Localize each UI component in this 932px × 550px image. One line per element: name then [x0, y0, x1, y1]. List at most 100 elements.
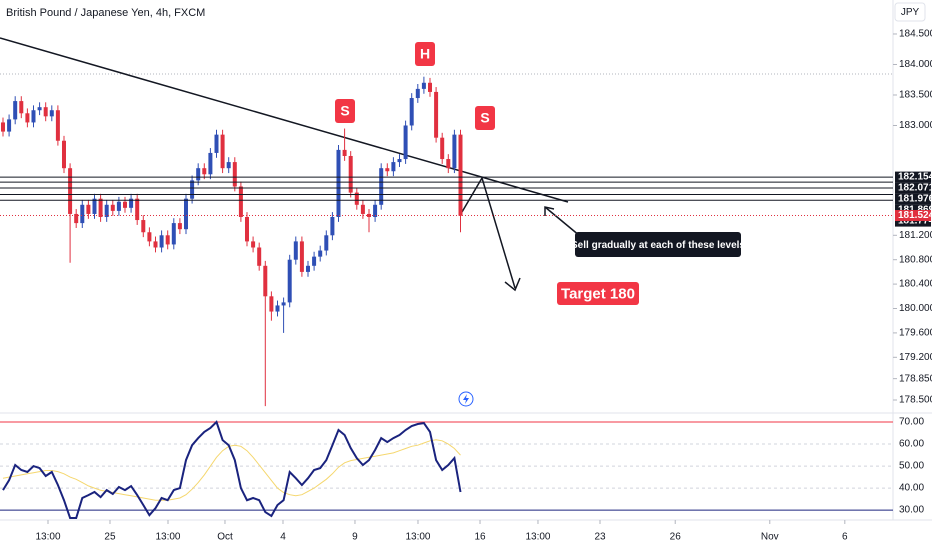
target-label-box	[557, 282, 639, 305]
candle-body	[49, 110, 54, 117]
level-price-box	[895, 171, 931, 183]
candle-body	[446, 159, 451, 169]
candle-body	[86, 204, 91, 214]
y-tick-label: 70.00	[899, 417, 924, 428]
y-tick-label: 183.500	[899, 90, 932, 101]
level-price-label: 182.071	[898, 183, 932, 194]
candle-body	[74, 213, 79, 224]
candle-body	[366, 213, 371, 217]
candle-body	[171, 223, 176, 245]
x-tick-label: 26	[670, 532, 682, 543]
candle-body	[244, 216, 249, 242]
candle-body	[61, 140, 66, 169]
candle-body	[0, 122, 5, 132]
candle-body	[202, 168, 207, 175]
y-tick-label: 179.200	[899, 352, 932, 363]
candle-body	[330, 216, 335, 236]
rsi-line	[2, 420, 462, 519]
candle-body	[68, 168, 73, 214]
candle-body	[427, 82, 432, 92]
x-tick-label: 16	[474, 532, 486, 543]
candle-body	[190, 180, 195, 199]
candle-body	[135, 198, 140, 221]
candle-body	[19, 101, 24, 114]
shoulder-label-box	[475, 106, 495, 130]
candle-body	[299, 241, 304, 272]
candle-body	[226, 162, 231, 169]
candle-body	[183, 198, 188, 230]
y-tick-label: 30.00	[899, 505, 924, 516]
currency-box[interactable]	[894, 2, 926, 22]
candle-body	[31, 110, 36, 123]
level-price-label: 181.976	[898, 194, 932, 205]
y-tick-label: 181.200	[899, 230, 932, 241]
candle-body	[421, 82, 426, 89]
candle-body	[122, 201, 127, 208]
y-tick-label: 183.000	[899, 120, 932, 131]
y-tick-label: 184.000	[899, 59, 932, 70]
candle-body	[165, 235, 170, 245]
head-label-box	[415, 42, 435, 66]
candle-body	[269, 296, 274, 312]
candle-body	[55, 110, 60, 141]
candle-body	[293, 241, 298, 260]
sell-callout-box	[575, 232, 741, 257]
x-tick-label: 13:00	[155, 532, 180, 543]
y-tick-label: 40.00	[899, 483, 924, 494]
candle-body	[220, 134, 225, 169]
y-tick-label: 60.00	[899, 439, 924, 450]
candle-body	[318, 250, 323, 257]
candle-body	[440, 137, 445, 160]
shoulder-label-box	[335, 99, 355, 123]
candle-body	[379, 168, 384, 205]
head-label: H	[420, 46, 430, 62]
level-price-box	[895, 215, 931, 227]
x-tick-label: 13:00	[35, 532, 60, 543]
y-tick-label: 184.500	[899, 29, 932, 40]
y-tick-label: 180.000	[899, 303, 932, 314]
candle-body	[263, 265, 268, 297]
candle-body	[196, 168, 201, 181]
x-tick-label: 6	[842, 532, 848, 543]
candle-body	[452, 134, 457, 169]
candle-body	[458, 134, 463, 216]
last-price-label: 181.524	[898, 210, 932, 221]
level-price-box	[895, 193, 931, 205]
x-tick-label: Nov	[761, 532, 779, 543]
rsi-ma-line	[2, 439, 461, 501]
candle-body	[403, 125, 408, 160]
candle-body	[360, 204, 365, 214]
events-bolt	[463, 394, 469, 404]
level-price-box	[895, 182, 931, 194]
candle-body	[275, 305, 280, 312]
candle-body	[37, 107, 42, 111]
candle-body	[415, 88, 420, 99]
candle-body	[305, 265, 310, 272]
y-tick-label: 180.800	[899, 254, 932, 265]
y-tick-label: 178.500	[899, 395, 932, 406]
candle-body	[177, 223, 182, 230]
sell-callout: Sell gradually at each of these levels	[571, 240, 745, 251]
y-tick-label: 178.850	[899, 373, 932, 384]
x-tick-label: 13:00	[525, 532, 550, 543]
candle-body	[7, 119, 12, 132]
callout-pointer	[544, 206, 581, 237]
x-tick-label: 13:00	[405, 532, 430, 543]
shoulder-label: S	[480, 110, 489, 126]
candle-body	[397, 159, 402, 163]
candle-body	[238, 186, 243, 217]
candle-body	[153, 241, 158, 248]
candle-body	[391, 162, 396, 172]
level-price-label: 181.774	[898, 216, 932, 227]
candle-body	[98, 198, 103, 217]
candle-body	[287, 259, 292, 303]
arrow-head	[504, 277, 521, 292]
candle-body	[43, 107, 48, 117]
candle-body	[354, 192, 359, 205]
level-price-label: 182.154	[898, 172, 932, 183]
candle-body	[25, 113, 30, 123]
y-tick-label: 180.400	[899, 279, 932, 290]
currency-label: JPY	[901, 7, 920, 18]
